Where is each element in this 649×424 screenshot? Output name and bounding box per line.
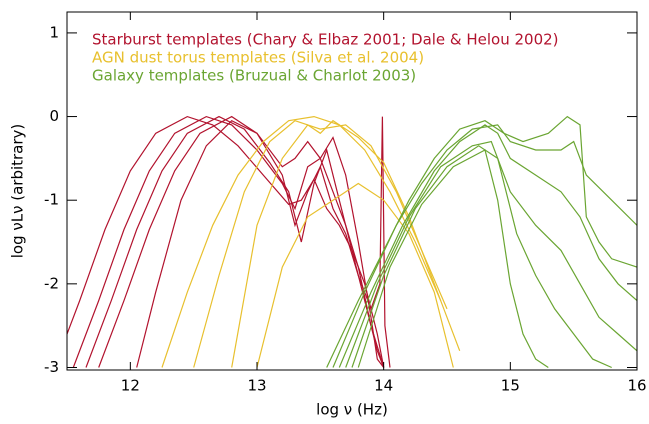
x-tick-label: 13 [247,377,266,395]
y-tick-label: -2 [44,274,59,292]
plot-lines [67,115,637,369]
legend-entry: Starburst templates (Chary & Elbaz 2001;… [92,31,559,49]
x-tick-label: 16 [627,377,646,395]
sed-line [161,115,442,368]
legend-entry: AGN dust torus templates (Silva et al. 2… [92,49,424,67]
x-tick-label: 12 [121,377,140,395]
sed-line [72,115,385,368]
x-axis-label: log ν (Hz) [316,401,388,419]
sed-line [351,145,612,369]
sed-line [256,182,454,368]
legend-entry: Galaxy templates (Bruzual & Charlot 2003… [92,67,416,85]
sed-line [67,115,385,368]
sed-line [345,140,637,368]
y-tick-label: -1 [44,191,59,209]
sed-line [231,119,461,368]
x-tick-label: 14 [374,377,393,395]
sed-line [357,149,549,368]
y-axis-label: log νLν (arbitrary) [9,124,27,259]
y-tick-label: 1 [49,23,59,41]
sed-line [338,124,637,368]
x-tick-label: 15 [501,377,520,395]
sed-line [332,124,637,368]
plot-frame [66,11,638,371]
sed-line [98,115,385,368]
y-tick-label: 0 [49,107,59,125]
y-tick-label: -3 [44,358,59,376]
